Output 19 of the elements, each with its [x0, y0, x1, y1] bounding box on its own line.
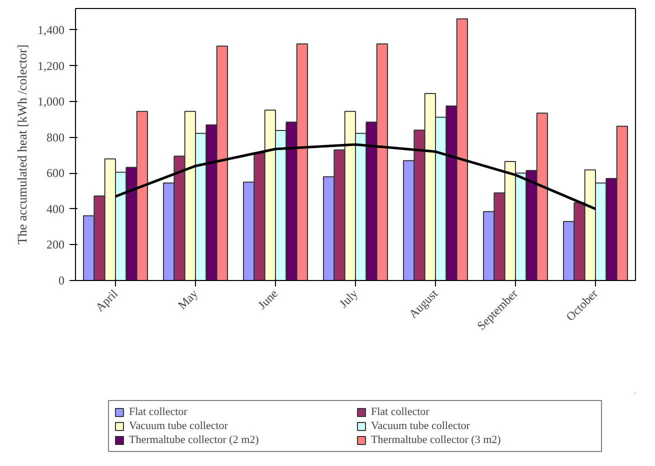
y-tick-label: 400: [46, 202, 64, 216]
legend-label: Flat collector: [129, 406, 188, 418]
legend-label: Vacuum tube collector: [129, 420, 229, 432]
x-tick-label: June: [254, 286, 280, 312]
y-tick-label: 1,400: [38, 22, 64, 37]
line-series: [114, 143, 597, 210]
y-tick-label: 200: [46, 238, 64, 252]
legend-label: Thermaltube collector (3 m2): [371, 434, 502, 446]
y-tick-label: 1,200: [38, 58, 64, 73]
x-tick-label: July: [336, 286, 360, 311]
y-tick-label: 800: [46, 130, 64, 144]
legend-label: Flat collector: [371, 406, 430, 418]
legend-label: Thermaltube collector (2 m2): [129, 434, 260, 446]
legend-label: Vacuum tube collector: [371, 420, 471, 432]
y-tick-label: 1,000: [38, 94, 64, 109]
y-tick-label: 600: [46, 166, 64, 180]
x-tick-label: May: [174, 286, 200, 312]
y-axis-title: The accumulated heat [kWh /colector]: [14, 44, 30, 244]
y-tick-label: 0: [58, 274, 64, 288]
